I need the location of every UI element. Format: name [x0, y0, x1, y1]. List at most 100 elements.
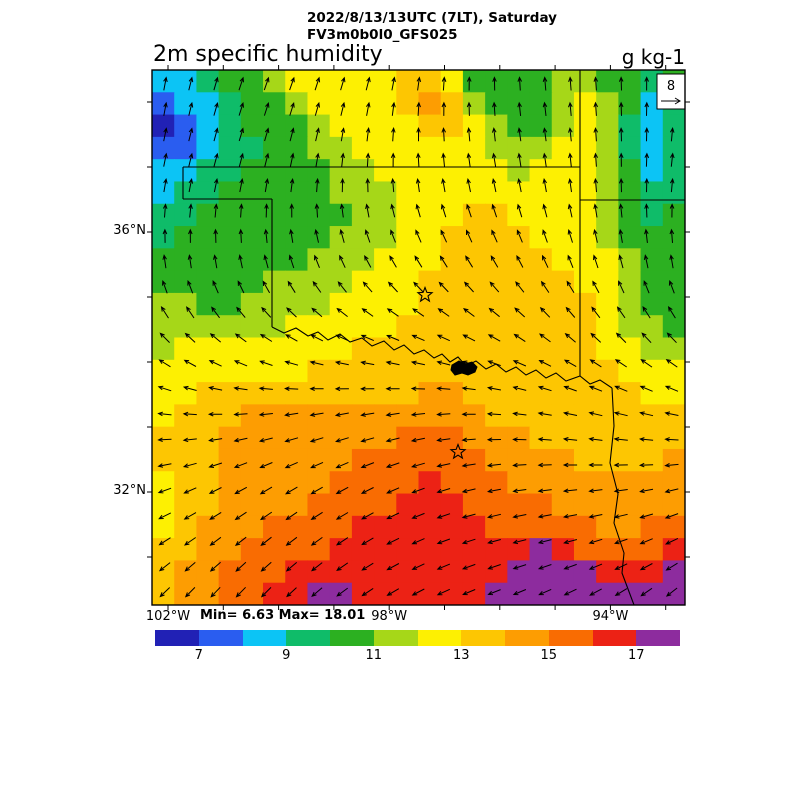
wind-arrow-icon	[361, 512, 374, 520]
wind-arrow-icon	[187, 254, 193, 269]
humidity-cell	[596, 270, 619, 294]
wind-arrow-icon	[465, 255, 474, 268]
humidity-cell	[529, 203, 553, 227]
wind-arrow-icon	[158, 512, 172, 520]
humidity-cell	[418, 70, 442, 93]
humidity-cell	[640, 359, 664, 383]
wind-arrow-icon	[593, 177, 599, 193]
humidity-cell	[551, 292, 575, 316]
wind-arrow-icon	[539, 333, 551, 343]
humidity-cell	[573, 159, 597, 183]
humidity-cell	[418, 226, 442, 249]
humidity-cell	[396, 359, 420, 383]
humidity-cell	[174, 292, 198, 316]
wind-arrow-icon	[209, 561, 221, 572]
lat-axis-label: 32°N	[113, 483, 146, 498]
humidity-cell	[640, 582, 664, 605]
humidity-cell	[174, 471, 198, 495]
humidity-cell	[240, 315, 264, 339]
humidity-cell	[351, 560, 375, 584]
humidity-cell	[573, 582, 597, 605]
wind-arrow-icon	[234, 511, 247, 521]
wind-arrow-icon	[490, 255, 499, 268]
colorbar-segment	[330, 630, 374, 646]
wind-arrow-icon	[667, 306, 676, 319]
humidity-cell	[418, 359, 442, 383]
humidity-cell	[285, 136, 309, 160]
wind-arrow-icon	[537, 437, 552, 442]
humidity-cell	[418, 203, 442, 227]
wind-arrow-icon	[593, 254, 599, 269]
wind-arrow-icon	[391, 127, 396, 142]
reference-vector-frame	[656, 73, 686, 110]
wind-arrow-icon	[593, 203, 598, 218]
humidity-cell	[551, 92, 575, 116]
humidity-cell	[418, 337, 442, 361]
wind-arrow-icon	[385, 412, 400, 417]
humidity-cell	[174, 203, 198, 227]
wind-arrow-icon	[286, 307, 297, 318]
humidity-cell	[618, 136, 642, 160]
wind-arrow-icon	[160, 306, 169, 319]
wind-arrow-icon	[639, 513, 654, 519]
wind-arrow-icon	[537, 488, 552, 493]
humidity-cell	[240, 515, 264, 539]
humidity-cell	[662, 382, 685, 405]
humidity-cell	[573, 114, 597, 138]
humidity-cell	[218, 515, 242, 539]
humidity-cell	[440, 471, 464, 495]
wind-arrow-icon	[416, 76, 422, 91]
humidity-cell	[640, 315, 664, 339]
humidity-cell	[240, 404, 264, 428]
wind-arrow-icon	[213, 228, 218, 243]
humidity-cell	[196, 404, 220, 428]
humidity-cell	[396, 226, 420, 249]
humidity-cell	[152, 181, 175, 205]
wind-arrow-icon	[436, 412, 451, 417]
wind-arrow-icon	[310, 334, 324, 342]
wind-arrow-icon	[314, 203, 320, 218]
humidity-cell	[240, 159, 264, 183]
wind-arrow-icon	[213, 152, 219, 167]
wind-arrow-icon	[285, 486, 298, 495]
wind-arrow-icon	[563, 359, 577, 368]
wind-arrow-icon	[461, 463, 476, 468]
wind-arrow-icon	[340, 177, 345, 193]
humidity-cell	[418, 538, 442, 562]
humidity-cell	[218, 471, 242, 495]
lake-marker	[450, 360, 478, 376]
wind-arrow-icon	[538, 588, 552, 596]
humidity-cell	[640, 292, 664, 316]
wind-arrow-icon	[461, 360, 476, 366]
wind-arrow-icon	[259, 511, 273, 521]
wind-arrow-icon	[360, 487, 374, 494]
humidity-cell	[329, 337, 353, 361]
wind-arrow-icon	[588, 411, 603, 417]
wind-arrow-icon	[412, 308, 425, 317]
wind-arrow-icon	[314, 254, 320, 268]
wind-arrow-icon	[669, 203, 675, 218]
wind-arrow-icon	[309, 412, 324, 417]
humidity-cell	[351, 382, 375, 405]
humidity-cell	[640, 560, 664, 584]
humidity-cell	[596, 181, 619, 205]
humidity-cell	[485, 560, 508, 584]
wind-arrow-icon	[208, 386, 223, 391]
wind-arrow-icon	[260, 587, 272, 598]
wind-arrow-icon	[413, 281, 424, 293]
humidity-cell	[152, 315, 175, 339]
wind-arrow-icon	[640, 359, 653, 368]
wind-arrow-icon	[614, 385, 628, 392]
wind-arrow-icon	[340, 152, 345, 167]
colorbar-segment	[592, 630, 637, 646]
humidity-cell	[351, 203, 375, 227]
humidity-cell	[263, 538, 286, 562]
humidity-cell	[596, 560, 619, 584]
humidity-cell	[152, 70, 175, 93]
wind-arrow-icon	[669, 177, 675, 193]
humidity-cell	[640, 515, 664, 539]
humidity-cell	[196, 248, 220, 272]
wind-arrow-icon	[642, 306, 651, 319]
humidity-cell	[307, 226, 331, 249]
humidity-cell	[640, 382, 664, 405]
